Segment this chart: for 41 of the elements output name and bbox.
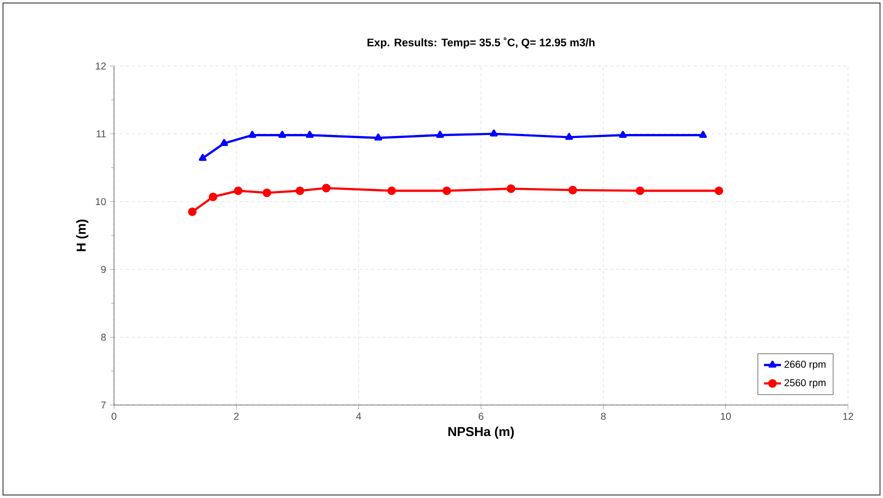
point: [442, 186, 452, 196]
x-tick-label: 6: [478, 412, 484, 420]
point: [619, 130, 627, 138]
point: [234, 186, 242, 196]
y-axis-title: H (m): [76, 220, 88, 252]
point: [188, 207, 197, 216]
point: [208, 192, 218, 202]
x-tick-label: 4: [356, 412, 362, 420]
x-axis-title: NPSHa (m): [448, 426, 514, 439]
y-tick-label: 10: [96, 198, 106, 206]
point: [220, 139, 228, 146]
y-tick-label: 9: [101, 266, 106, 273]
point: [198, 154, 207, 161]
y-tick-label: 8: [101, 334, 106, 341]
point: [436, 130, 444, 138]
y-tick-label: 7: [101, 402, 106, 408]
y-tick-label: 11: [96, 130, 106, 138]
point: [296, 186, 304, 196]
point: [714, 186, 724, 196]
point: [374, 134, 382, 141]
x-tick-label: 0: [112, 412, 116, 420]
legend-label: 2560 rpm: [784, 379, 826, 388]
point: [490, 130, 498, 136]
chart-title: Exp. Results: Temp= 35.5 ˚C, Q= 12.95 m3/h: [368, 37, 595, 48]
point: [506, 184, 516, 193]
point: [568, 186, 578, 194]
point: [699, 130, 707, 138]
point: [636, 186, 644, 196]
point: [278, 130, 286, 138]
point: [322, 184, 331, 192]
point: [565, 132, 573, 140]
point: [248, 130, 256, 138]
x-tick-label: 12: [843, 412, 854, 420]
x-tick-label: 8: [601, 412, 606, 420]
x-tick-label: 2: [234, 412, 239, 420]
point: [262, 188, 272, 198]
x-tick-label: 10: [720, 412, 731, 420]
point: [306, 130, 314, 138]
legend-label: 2660 rpm: [784, 360, 826, 370]
point: [387, 186, 396, 196]
y-tick-label: 12: [96, 62, 106, 70]
